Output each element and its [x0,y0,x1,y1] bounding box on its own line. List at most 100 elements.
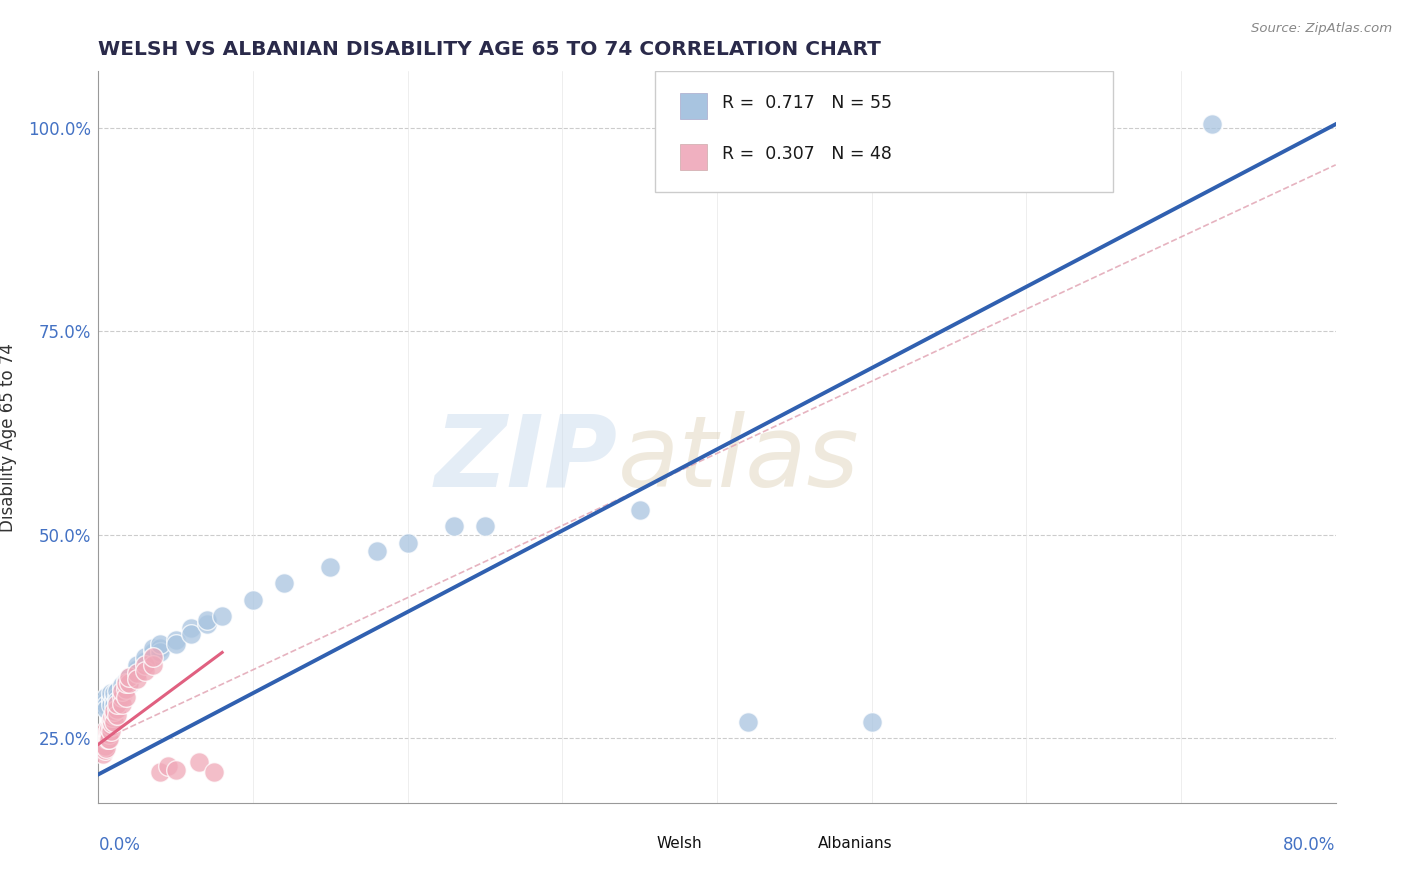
Y-axis label: Disability Age 65 to 74: Disability Age 65 to 74 [0,343,17,532]
Point [149,641,172,656]
Point [149,764,172,779]
Point [105,708,128,723]
Point [100,713,122,727]
Point [127,657,149,672]
Point [127,662,149,676]
Point [273,576,295,591]
Point [103,694,125,708]
Point [103,714,125,729]
Point [111,683,132,698]
Point [149,637,172,651]
FancyBboxPatch shape [655,71,1114,192]
Point [211,608,233,623]
Point [111,678,132,692]
Point [115,690,138,705]
Point [103,704,125,718]
Point [91,735,114,749]
Point [101,710,124,724]
Point [134,654,156,668]
Point [860,714,883,729]
Text: Albanians: Albanians [818,836,893,851]
Point [96,702,118,716]
Point [105,694,128,708]
Point [96,732,118,747]
Point [195,617,218,632]
Point [100,686,122,700]
FancyBboxPatch shape [681,145,707,170]
Point [100,724,122,739]
Point [100,718,122,732]
Point [105,702,128,716]
Point [204,764,226,779]
Point [165,764,187,778]
Point [141,649,165,664]
Point [134,657,156,672]
Text: Source: ZipAtlas.com: Source: ZipAtlas.com [1251,22,1392,36]
Point [115,675,138,690]
Point [98,732,121,747]
Point [111,681,132,696]
Text: 80.0%: 80.0% [1284,836,1336,854]
Point [115,681,138,696]
Point [96,723,118,737]
FancyBboxPatch shape [779,836,808,865]
Point [91,739,114,753]
Point [141,657,165,672]
Point [115,681,138,696]
Point [96,690,118,705]
Point [118,675,141,690]
Point [165,637,187,651]
Point [115,678,138,692]
Point [97,724,120,739]
Point [98,727,121,741]
Point [115,673,138,688]
Point [165,633,187,648]
Point [366,544,388,558]
Point [157,759,180,773]
Point [141,651,165,665]
Point [103,698,125,713]
Point [242,592,264,607]
Point [103,708,125,723]
Point [195,613,218,627]
Point [149,645,172,659]
Point [96,727,118,741]
FancyBboxPatch shape [681,93,707,119]
Point [118,670,141,684]
Point [97,729,120,743]
Point [100,690,122,705]
Point [97,732,120,747]
Point [103,690,125,705]
Point [134,649,156,664]
Point [118,678,141,692]
Point [180,621,202,635]
Point [134,657,156,672]
Point [96,740,118,755]
Point [101,716,124,731]
Point [96,694,118,708]
Point [111,697,132,711]
Point [105,697,128,711]
Point [91,747,114,761]
Text: R =  0.307   N = 48: R = 0.307 N = 48 [723,145,891,163]
Point [93,735,115,749]
Text: 0.0%: 0.0% [98,836,141,854]
Point [105,690,128,705]
Point [105,683,128,698]
Point [443,519,465,533]
Point [127,665,149,680]
Text: Welsh: Welsh [657,836,703,851]
Point [96,698,118,713]
Point [103,686,125,700]
Point [134,664,156,678]
Point [396,535,419,549]
Point [188,755,211,769]
Point [319,560,342,574]
Point [98,721,121,735]
Point [141,641,165,656]
Point [127,673,149,687]
Text: ZIP: ZIP [434,410,619,508]
FancyBboxPatch shape [619,836,647,865]
Point [474,519,496,533]
Point [93,731,115,745]
